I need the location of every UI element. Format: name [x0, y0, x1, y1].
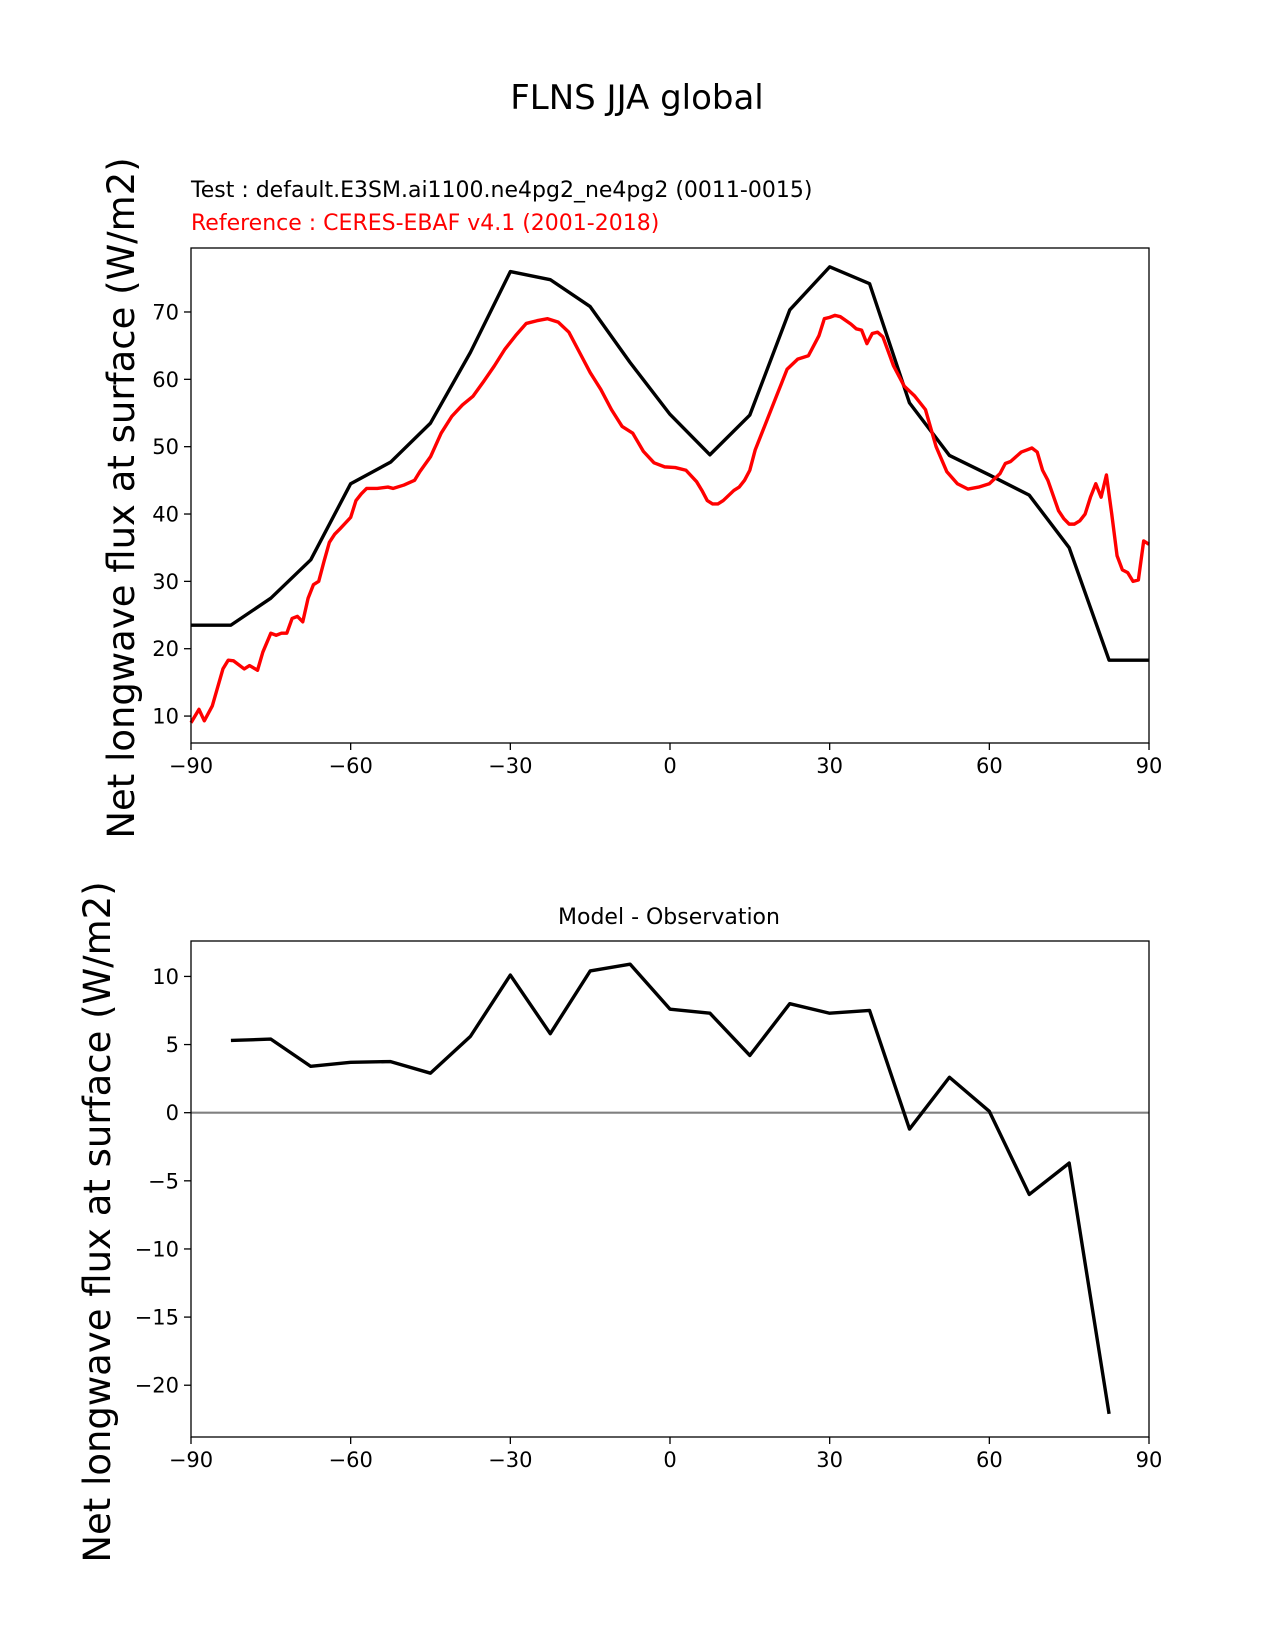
- x-tick-label: 30: [816, 754, 843, 778]
- x-tick-label: 90: [1136, 754, 1163, 778]
- series-line-diff: [230, 962, 1111, 1415]
- y-tick-label: 70: [152, 300, 179, 324]
- x-tick-label: 0: [663, 754, 676, 778]
- test-label: Test : default.E3SM.ai1100.ne4pg2_ne4pg2…: [190, 178, 812, 203]
- series-line-reference: [189, 313, 1150, 724]
- x-tick-label: 60: [976, 754, 1003, 778]
- top-panel: Test : default.E3SM.ai1100.ne4pg2_ne4pg2…: [100, 157, 1162, 838]
- y-tick-label: −20: [135, 1374, 179, 1398]
- series-line-test: [191, 265, 1149, 662]
- y-tick-label: 40: [152, 503, 179, 527]
- x-tick-label: −90: [169, 1448, 213, 1472]
- y-tick-label: −5: [148, 1169, 179, 1193]
- figure-title: FLNS JJA global: [510, 78, 764, 118]
- top-ylabel: Net longwave flux at surface (W/m2): [100, 157, 143, 838]
- y-tick-label: 10: [152, 965, 179, 989]
- y-tick-label: −10: [135, 1237, 179, 1261]
- bottom-panel: Model - Observation Net longwave flux at…: [76, 881, 1162, 1562]
- x-tick-label: 60: [976, 1448, 1003, 1472]
- x-tick-label: 90: [1136, 1448, 1163, 1472]
- y-tick-label: 20: [152, 637, 179, 661]
- bottom-title: Model - Observation: [558, 905, 780, 930]
- bottom-ylabel: Net longwave flux at surface (W/m2): [76, 881, 119, 1562]
- y-tick-label: 50: [152, 435, 179, 459]
- y-tick-label: 30: [152, 570, 179, 594]
- reference-label: Reference : CERES-EBAF v4.1 (2001-2018): [191, 211, 659, 236]
- y-tick-label: 5: [166, 1033, 179, 1057]
- x-tick-label: 0: [663, 1448, 676, 1472]
- plot-frame: [190, 247, 1150, 744]
- bottom-plot-area: −90 −60 −30 0 30 60 90 −20 −15 −10 −5 0 5 10: [135, 940, 1163, 1472]
- y-tick-label: 60: [152, 368, 179, 392]
- x-tick-label: −90: [169, 754, 213, 778]
- x-tick-label: −30: [488, 1448, 532, 1472]
- x-tick-label: 30: [816, 1448, 843, 1472]
- y-tick-label: 0: [166, 1101, 179, 1125]
- y-tick-label: −15: [135, 1306, 179, 1330]
- y-tick-label: 10: [152, 705, 179, 729]
- plot-frame: [190, 940, 1150, 1438]
- x-tick-label: −30: [488, 754, 532, 778]
- x-tick-label: −60: [329, 1448, 373, 1472]
- x-tick-label: −60: [329, 754, 373, 778]
- top-plot-area: −90 −60 −30 0 30 60 90 10 20 30 40 50 60 70: [152, 247, 1163, 778]
